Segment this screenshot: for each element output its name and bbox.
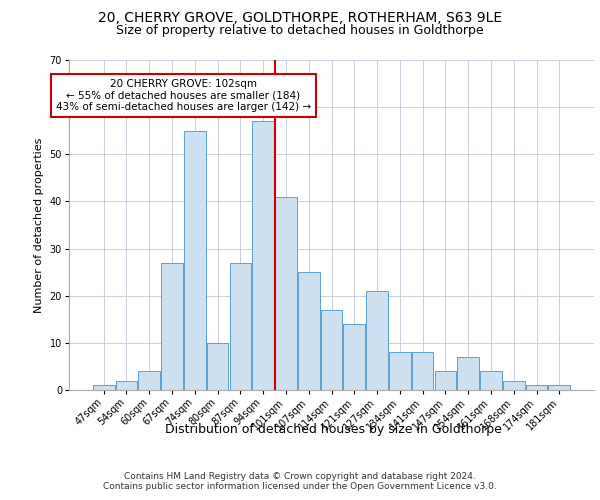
Y-axis label: Number of detached properties: Number of detached properties xyxy=(34,138,44,312)
Bar xyxy=(526,386,547,390)
Bar xyxy=(184,130,206,390)
Bar xyxy=(412,352,433,390)
Bar xyxy=(298,272,320,390)
Bar xyxy=(116,380,137,390)
Bar xyxy=(253,122,274,390)
Bar xyxy=(503,380,524,390)
Text: Contains HM Land Registry data © Crown copyright and database right 2024.: Contains HM Land Registry data © Crown c… xyxy=(124,472,476,481)
Bar xyxy=(389,352,410,390)
Bar xyxy=(548,386,570,390)
Text: Distribution of detached houses by size in Goldthorpe: Distribution of detached houses by size … xyxy=(164,422,502,436)
Bar xyxy=(139,371,160,390)
Bar xyxy=(480,371,502,390)
Text: Size of property relative to detached houses in Goldthorpe: Size of property relative to detached ho… xyxy=(116,24,484,37)
Bar xyxy=(366,291,388,390)
Bar xyxy=(457,357,479,390)
Bar xyxy=(93,386,115,390)
Bar xyxy=(207,343,229,390)
Bar xyxy=(434,371,456,390)
Bar xyxy=(343,324,365,390)
Text: 20, CHERRY GROVE, GOLDTHORPE, ROTHERHAM, S63 9LE: 20, CHERRY GROVE, GOLDTHORPE, ROTHERHAM,… xyxy=(98,11,502,25)
Bar xyxy=(230,262,251,390)
Bar xyxy=(275,196,297,390)
Bar xyxy=(320,310,343,390)
Bar xyxy=(161,262,183,390)
Text: 20 CHERRY GROVE: 102sqm
← 55% of detached houses are smaller (184)
43% of semi-d: 20 CHERRY GROVE: 102sqm ← 55% of detache… xyxy=(56,79,311,112)
Text: Contains public sector information licensed under the Open Government Licence v3: Contains public sector information licen… xyxy=(103,482,497,491)
